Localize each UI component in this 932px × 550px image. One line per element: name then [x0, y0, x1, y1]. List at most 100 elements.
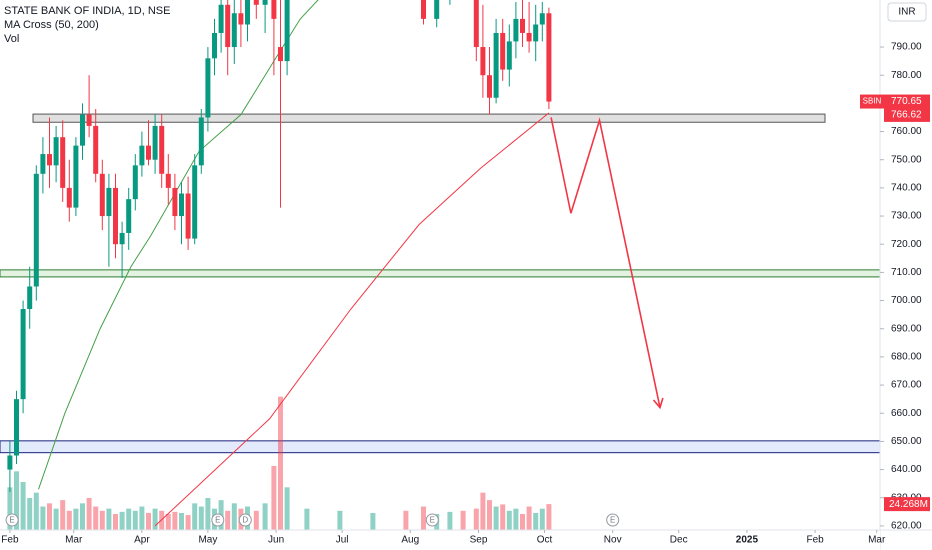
chart-title: STATE BANK OF INDIA, 1D, NSE: [4, 5, 170, 17]
volume-bar: [520, 514, 525, 530]
volume-bar: [113, 514, 118, 530]
candle-body: [262, 0, 268, 5]
y-tick-label: 690.00: [891, 323, 922, 334]
candle-body: [238, 13, 244, 25]
candle-body: [60, 137, 66, 188]
candle-body: [106, 187, 112, 217]
volume-bar: [86, 498, 92, 530]
candle-body: [7, 455, 13, 470]
volume-bar: [205, 498, 211, 530]
volume-bar: [60, 500, 66, 530]
volume-bar: [225, 510, 231, 530]
volume-bar: [93, 506, 99, 530]
plot-area: [0, 0, 880, 530]
indicator-label: MA Cross (50, 200): [4, 19, 99, 31]
volume-bar: [526, 506, 532, 530]
candle-body: [152, 125, 158, 160]
volume-bar: [304, 508, 310, 530]
candle-body: [132, 165, 138, 200]
volume-bar: [262, 503, 268, 530]
volume-bar: [53, 508, 59, 530]
candle-body: [99, 173, 105, 217]
x-tick-label: Mar: [65, 535, 83, 546]
volume-bar: [139, 506, 145, 530]
candle-body: [205, 58, 211, 118]
volume-bar: [172, 511, 178, 530]
candle-body: [86, 114, 92, 126]
candle-body: [40, 154, 46, 174]
y-tick-label: 720.00: [891, 239, 922, 250]
volume-bar: [403, 510, 409, 530]
candle-body: [231, 13, 237, 48]
candle-body: [27, 286, 33, 310]
candle-body: [172, 187, 178, 217]
zone: [32, 113, 826, 123]
candle-body: [434, 0, 440, 19]
candle-body: [480, 47, 486, 76]
volume-bar: [152, 508, 158, 530]
x-tick-label: Dec: [670, 535, 688, 546]
y-tick-label: 670.00: [891, 380, 922, 391]
candle-body: [126, 199, 132, 233]
volume-bar: [185, 515, 191, 530]
event-label: E: [430, 516, 435, 525]
candle-body: [506, 41, 512, 70]
volume-bar: [337, 510, 343, 530]
candle-body: [533, 24, 539, 42]
candle-body: [500, 32, 506, 70]
volume-bar: [73, 508, 79, 530]
volume-bar: [80, 503, 85, 530]
candle-body: [473, 0, 479, 48]
volume-bar: [460, 510, 466, 530]
x-tick-label: Apr: [134, 535, 150, 546]
currency[interactable]: INR: [898, 7, 915, 18]
volume-label: 24.268M: [889, 499, 928, 510]
x-tick-label: Mar: [868, 535, 886, 546]
volume-bar: [500, 504, 506, 530]
volume-bar: [132, 510, 138, 530]
volume-bar: [533, 512, 539, 530]
currency-box[interactable]: [887, 2, 927, 22]
volume-bar: [493, 506, 499, 530]
x-tick-label: Nov: [604, 535, 622, 546]
volume-bar: [7, 487, 13, 530]
x-tick-label: Jun: [268, 535, 284, 546]
candle-body: [93, 125, 99, 174]
volume-bar: [198, 506, 204, 530]
x-tick-label: Oct: [537, 535, 553, 546]
volume-bar: [421, 506, 426, 530]
y-tick-label: 660.00: [891, 408, 922, 419]
ma-label: 766.62: [891, 110, 922, 121]
volume-bar: [119, 511, 125, 530]
candle-body: [493, 32, 499, 98]
volume-bar: [192, 503, 198, 530]
y-tick-label: 740.00: [891, 183, 922, 194]
volume-tag: [884, 497, 930, 512]
event-marker: [606, 513, 620, 527]
volume-bar: [14, 471, 19, 530]
volume-bar: [27, 498, 33, 530]
candle-body: [198, 117, 204, 166]
ma-tag: [884, 107, 930, 122]
candle-body: [159, 125, 165, 174]
volume-bar: [146, 512, 151, 530]
candle-body: [139, 145, 145, 166]
volume-bar: [179, 512, 184, 530]
candle-body: [520, 18, 525, 33]
volume-bar: [165, 514, 171, 530]
x-axis-bg: [0, 531, 880, 550]
indicator-label: Vol: [4, 33, 19, 45]
candle-body: [185, 193, 191, 239]
y-tick-label: 650.00: [891, 436, 922, 447]
candle-body: [526, 32, 532, 42]
price-label: 770.65: [891, 96, 922, 107]
symbol-tag: [860, 94, 884, 109]
candle-body: [271, 0, 277, 19]
volume-bar: [231, 503, 237, 530]
candle-body: [421, 0, 426, 19]
y-tick-label: 790.00: [891, 42, 922, 53]
candle-body: [73, 145, 79, 208]
candle-body: [192, 165, 198, 239]
x-tick-label: May: [198, 535, 217, 546]
